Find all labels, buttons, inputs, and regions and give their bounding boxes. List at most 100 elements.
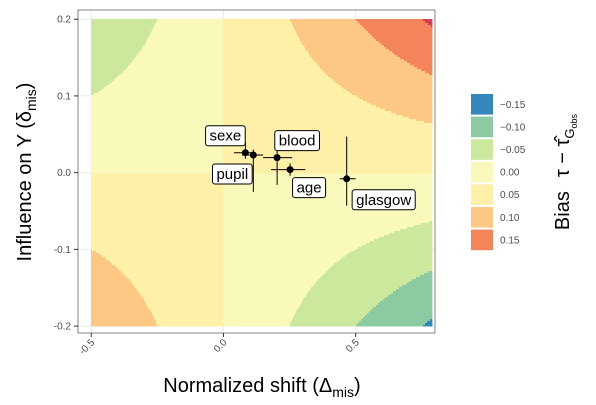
contour-band — [223, 181, 433, 184]
contour-band — [223, 211, 433, 214]
contour-band — [223, 101, 368, 104]
contour-band — [303, 299, 384, 302]
contour-band — [394, 53, 433, 56]
contour-band — [154, 317, 224, 320]
contour-band — [223, 259, 341, 262]
contour-band — [91, 199, 224, 202]
legend-title: Bias τ − τ̂Gobs — [552, 113, 579, 230]
contour-band — [223, 113, 397, 116]
contour-band — [385, 297, 433, 300]
contour-band — [223, 195, 433, 198]
contour-band — [369, 311, 433, 314]
contour-band — [431, 25, 433, 28]
contour-band — [91, 25, 155, 28]
contour-band — [91, 265, 116, 268]
contour-band — [91, 269, 120, 272]
contour-band — [223, 87, 344, 90]
contour-band — [223, 215, 433, 218]
contour-band — [223, 217, 433, 220]
contour-band — [130, 63, 224, 66]
contour-band — [223, 199, 433, 202]
contour-band — [428, 23, 433, 26]
contour-band — [91, 119, 224, 122]
contour-band — [145, 43, 224, 46]
contour-band — [302, 301, 381, 304]
contour-band — [91, 285, 135, 288]
contour-band — [91, 259, 108, 262]
contour-band — [91, 153, 224, 156]
contour-band — [91, 237, 224, 240]
contour-band — [91, 307, 149, 310]
legend-swatch — [471, 116, 493, 138]
contour-band — [223, 103, 372, 106]
contour-band — [91, 291, 139, 294]
contour-band — [153, 315, 224, 318]
contour-band — [223, 41, 302, 44]
contour-band — [91, 71, 124, 74]
contour-band — [223, 175, 433, 178]
contour-band — [304, 45, 385, 48]
contour-band — [393, 291, 433, 294]
y-tick-label: 0.2 — [57, 15, 71, 26]
point-label: age — [297, 180, 322, 197]
contour-band — [223, 141, 433, 144]
contour-band — [148, 37, 224, 40]
contour-band — [310, 55, 398, 58]
contour-band — [91, 175, 224, 178]
contour-band — [91, 145, 224, 148]
contour-band — [91, 289, 138, 292]
contour-band — [91, 267, 118, 270]
contour-band — [91, 157, 224, 160]
contour-band — [223, 111, 392, 114]
contour-band — [91, 273, 124, 276]
contour-band — [123, 273, 224, 276]
contour-band — [91, 85, 107, 88]
contour-band — [320, 277, 417, 280]
contour-fill — [77, 9, 436, 334]
contour-band — [371, 103, 433, 106]
contour-band — [359, 321, 428, 324]
contour-band — [155, 23, 224, 26]
contour-band — [91, 283, 133, 286]
contour-band — [223, 55, 311, 58]
contour-band — [91, 203, 224, 206]
contour-band — [223, 179, 433, 182]
contour-band — [91, 59, 134, 62]
contour-band — [91, 79, 115, 82]
contour-band — [91, 65, 129, 68]
contour-band — [425, 323, 433, 326]
point-label-box — [205, 125, 246, 147]
contour-band — [223, 73, 327, 76]
contour-band — [91, 63, 131, 66]
contour-band — [91, 61, 133, 64]
contour-band — [223, 69, 323, 72]
contour-band — [127, 67, 224, 70]
contour-band — [91, 123, 224, 126]
contour-band — [349, 91, 433, 94]
contour-band — [381, 43, 433, 46]
contour-band — [91, 235, 224, 238]
contour-band — [223, 159, 433, 162]
contour-band — [91, 139, 224, 142]
contour-band — [91, 281, 132, 284]
contour-band — [223, 157, 433, 160]
contour-band — [407, 61, 433, 64]
contour-band — [306, 49, 390, 52]
contour-band — [104, 87, 224, 90]
contour-band — [91, 39, 148, 42]
contour-band — [223, 207, 433, 210]
contour-band — [223, 253, 349, 256]
contour-band — [223, 147, 433, 150]
contour-band — [223, 283, 316, 286]
contour-band — [151, 311, 224, 314]
contour-band — [429, 73, 433, 76]
contour-band — [91, 27, 154, 30]
legend-label: 0.05 — [500, 190, 520, 201]
contour-band — [223, 117, 410, 120]
contour-band — [112, 263, 224, 266]
contour-band — [378, 303, 433, 306]
contour-band — [223, 243, 367, 246]
contour-band — [91, 43, 146, 46]
contour-band — [91, 271, 122, 274]
contour-band — [223, 313, 296, 316]
